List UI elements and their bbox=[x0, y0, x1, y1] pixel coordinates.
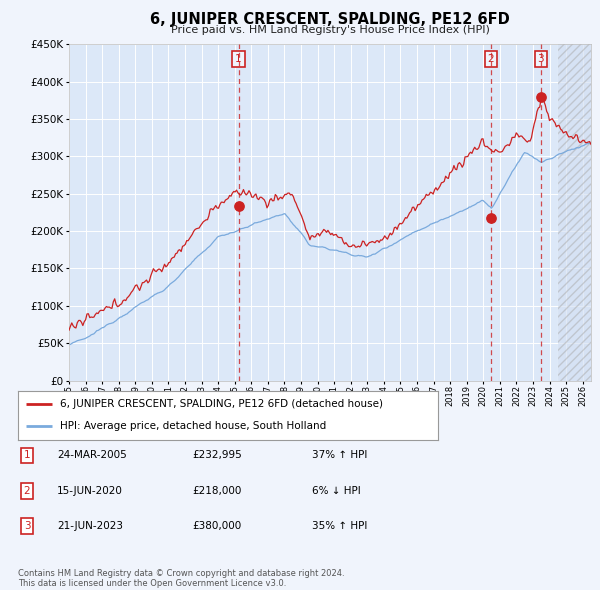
Text: £380,000: £380,000 bbox=[192, 522, 241, 531]
Text: 6, JUNIPER CRESCENT, SPALDING, PE12 6FD: 6, JUNIPER CRESCENT, SPALDING, PE12 6FD bbox=[150, 12, 510, 27]
Text: 37% ↑ HPI: 37% ↑ HPI bbox=[312, 451, 367, 460]
Text: 2: 2 bbox=[23, 486, 31, 496]
Text: 15-JUN-2020: 15-JUN-2020 bbox=[57, 486, 123, 496]
Text: 1: 1 bbox=[23, 451, 31, 460]
Text: £218,000: £218,000 bbox=[192, 486, 241, 496]
Bar bbox=[558, 44, 591, 381]
Text: 3: 3 bbox=[538, 54, 544, 64]
Text: 35% ↑ HPI: 35% ↑ HPI bbox=[312, 522, 367, 531]
Text: 24-MAR-2005: 24-MAR-2005 bbox=[57, 451, 127, 460]
Point bbox=[486, 213, 496, 222]
Point bbox=[234, 202, 244, 211]
Text: 6, JUNIPER CRESCENT, SPALDING, PE12 6FD (detached house): 6, JUNIPER CRESCENT, SPALDING, PE12 6FD … bbox=[60, 399, 383, 409]
Text: £232,995: £232,995 bbox=[192, 451, 242, 460]
Text: Price paid vs. HM Land Registry's House Price Index (HPI): Price paid vs. HM Land Registry's House … bbox=[170, 25, 490, 35]
Text: HPI: Average price, detached house, South Holland: HPI: Average price, detached house, Sout… bbox=[60, 421, 326, 431]
Text: 3: 3 bbox=[23, 522, 31, 531]
Text: 21-JUN-2023: 21-JUN-2023 bbox=[57, 522, 123, 531]
Point bbox=[536, 92, 545, 101]
Text: Contains HM Land Registry data © Crown copyright and database right 2024.
This d: Contains HM Land Registry data © Crown c… bbox=[18, 569, 344, 588]
Text: 1: 1 bbox=[235, 54, 242, 64]
Bar bbox=[558, 44, 591, 381]
Text: 2: 2 bbox=[488, 54, 494, 64]
Text: 6% ↓ HPI: 6% ↓ HPI bbox=[312, 486, 361, 496]
